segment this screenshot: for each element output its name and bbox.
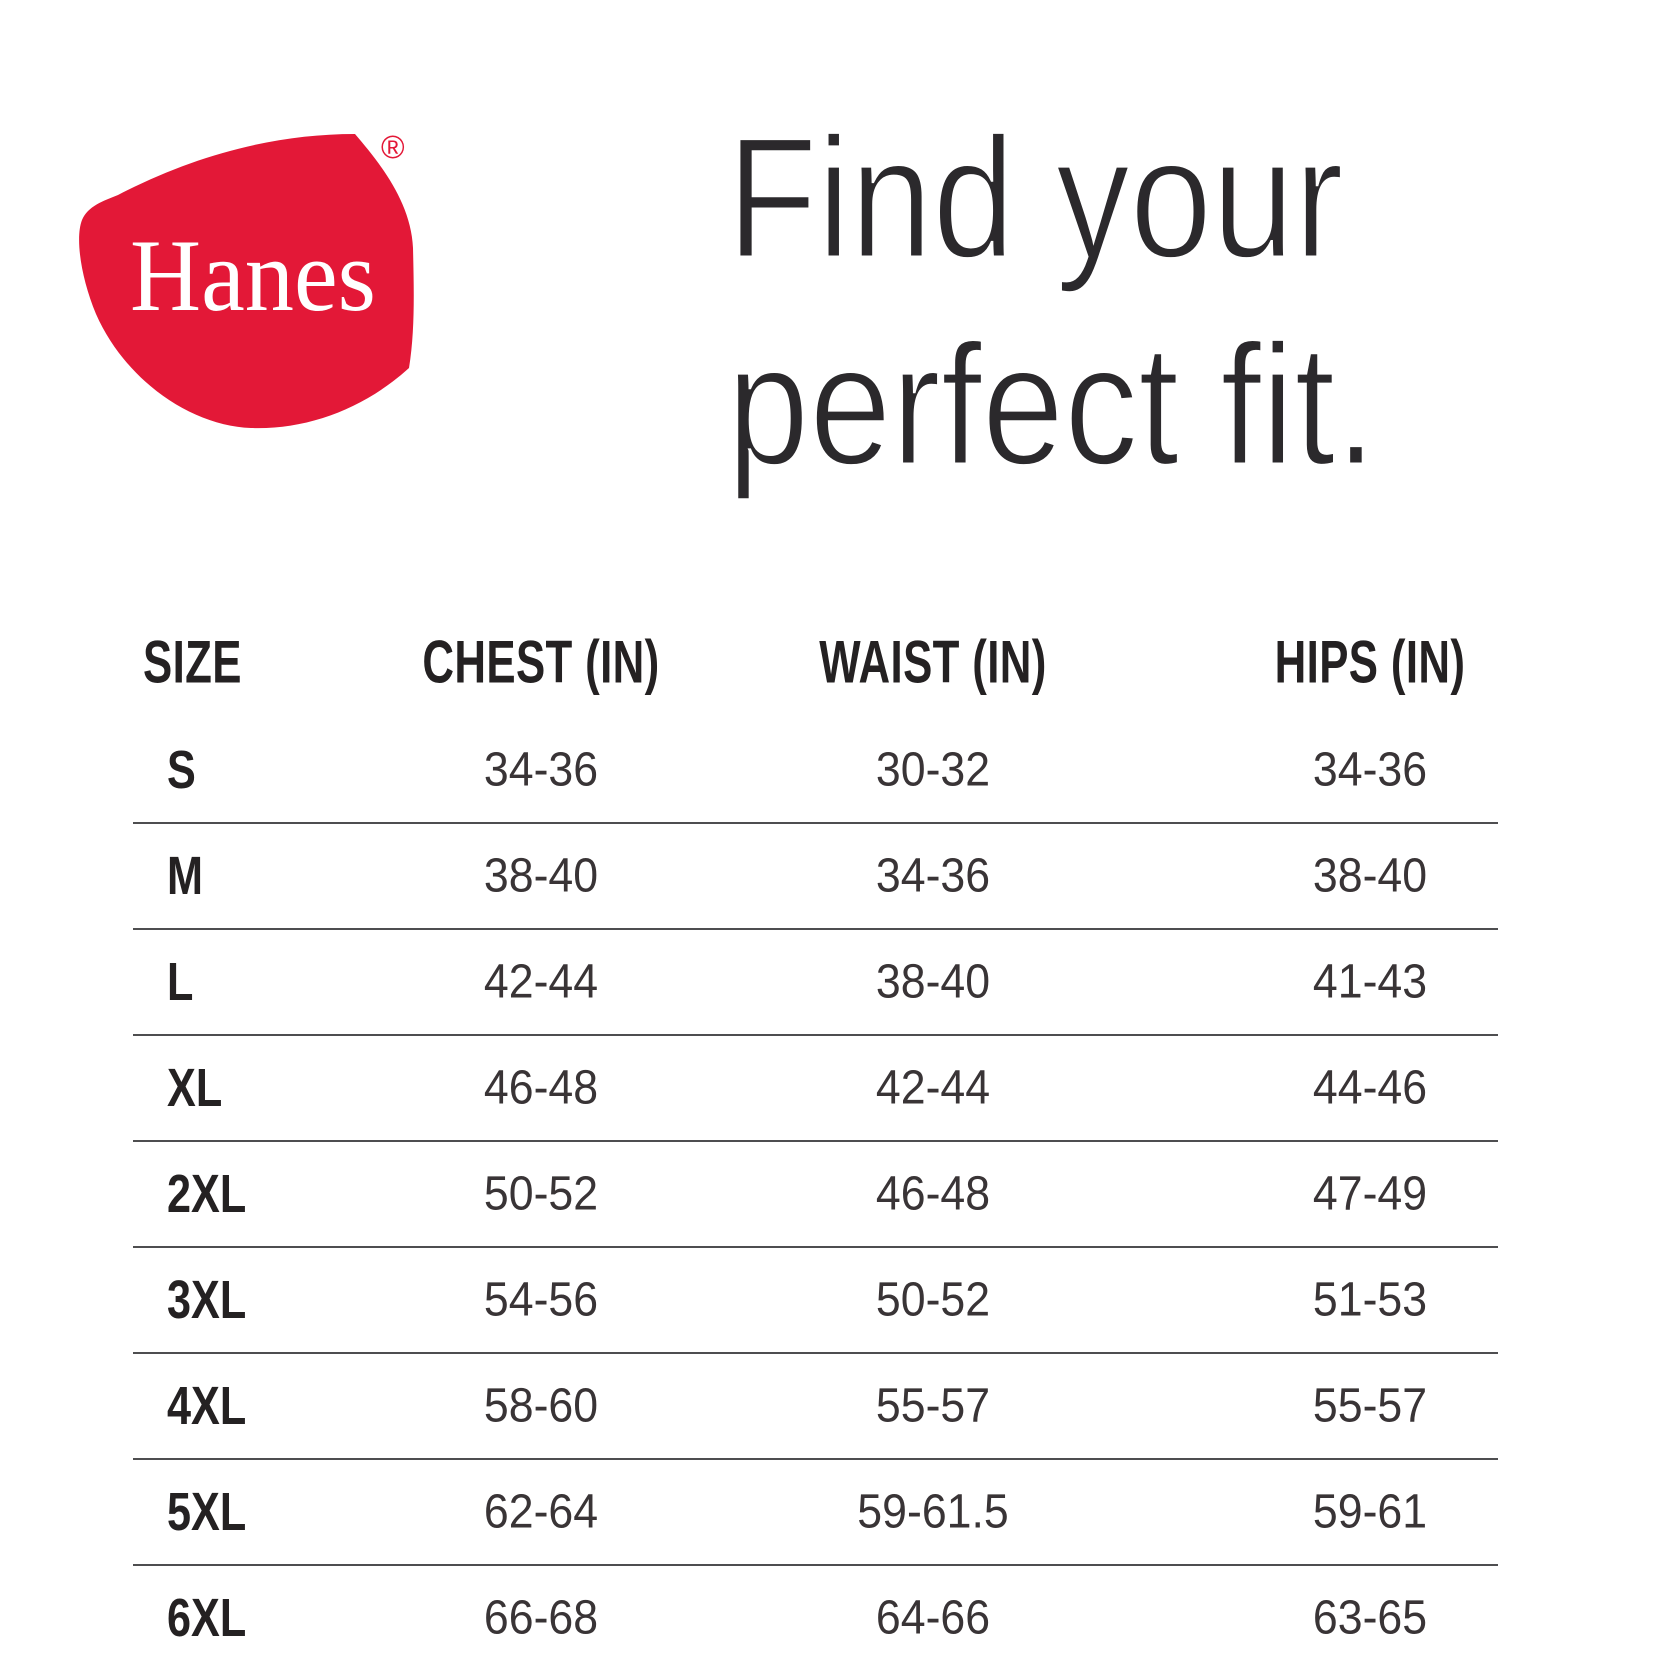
size-cell: M (167, 846, 204, 906)
hips-cell: 34-36 (1312, 743, 1427, 797)
hanes-wordmark: Hanes (130, 219, 376, 333)
size-table-body: S 34-36 30-32 34-36 M 38-40 34-36 38-40 … (133, 718, 1498, 1670)
table-row: XL 46-48 42-44 44-46 (133, 1034, 1498, 1140)
table-row: S 34-36 30-32 34-36 (133, 718, 1498, 822)
header-chest: CHEST (IN) (422, 628, 660, 696)
header-size: SIZE (142, 628, 242, 696)
chest-cell: 42-44 (484, 955, 599, 1009)
waist-cell: 38-40 (875, 955, 990, 1009)
page-title-line-2: perfect fit. (726, 308, 1378, 503)
chest-cell: 58-60 (484, 1379, 599, 1433)
chest-cell: 62-64 (484, 1485, 599, 1539)
chest-cell: 46-48 (484, 1061, 599, 1115)
hanes-logo: Hanes ® (79, 129, 414, 429)
waist-cell: 30-32 (875, 743, 990, 797)
header-waist: WAIST (IN) (819, 628, 1047, 696)
hips-cell: 38-40 (1312, 849, 1427, 903)
size-cell: 4XL (167, 1376, 247, 1436)
waist-cell: 42-44 (875, 1061, 990, 1115)
table-row: 6XL 66-68 64-66 63-65 (133, 1564, 1498, 1670)
size-cell: S (167, 740, 196, 800)
table-row: L 42-44 38-40 41-43 (133, 928, 1498, 1034)
waist-cell: 64-66 (875, 1591, 990, 1645)
hips-cell: 59-61 (1312, 1485, 1427, 1539)
hips-cell: 44-46 (1312, 1061, 1427, 1115)
chest-cell: 34-36 (484, 743, 599, 797)
hips-cell: 47-49 (1312, 1167, 1427, 1221)
waist-cell: 34-36 (875, 849, 990, 903)
table-row: 3XL 54-56 50-52 51-53 (133, 1246, 1498, 1352)
registered-trademark-icon: ® (381, 129, 405, 165)
chest-cell: 54-56 (484, 1273, 599, 1327)
hips-cell: 55-57 (1312, 1379, 1427, 1433)
waist-cell: 59-61.5 (857, 1485, 1009, 1539)
hips-cell: 41-43 (1312, 955, 1427, 1009)
size-cell: 5XL (167, 1482, 247, 1542)
waist-cell: 46-48 (875, 1167, 990, 1221)
waist-cell: 55-57 (875, 1379, 990, 1433)
hips-cell: 63-65 (1312, 1591, 1427, 1645)
hanes-flag-shape (79, 134, 414, 429)
chest-cell: 50-52 (484, 1167, 599, 1221)
table-row: 5XL 62-64 59-61.5 59-61 (133, 1458, 1498, 1564)
size-cell: 2XL (167, 1164, 247, 1224)
size-cell: L (167, 952, 194, 1012)
header-hips: HIPS (IN) (1274, 628, 1466, 696)
size-cell: 3XL (167, 1270, 247, 1330)
table-header-row: SIZE CHEST (IN) WAIST (IN) HIPS (IN) (133, 610, 1498, 714)
table-row: M 38-40 34-36 38-40 (133, 822, 1498, 928)
size-cell: 6XL (167, 1588, 247, 1648)
chest-cell: 38-40 (484, 849, 599, 903)
table-row: 2XL 50-52 46-48 47-49 (133, 1140, 1498, 1246)
hips-cell: 51-53 (1312, 1273, 1427, 1327)
size-cell: XL (167, 1058, 223, 1118)
page-title: Find your perfect fit. (726, 95, 1482, 509)
table-row: 4XL 58-60 55-57 55-57 (133, 1352, 1498, 1458)
chest-cell: 66-68 (484, 1591, 599, 1645)
waist-cell: 50-52 (875, 1273, 990, 1327)
page-title-line-1: Find your (726, 101, 1345, 296)
